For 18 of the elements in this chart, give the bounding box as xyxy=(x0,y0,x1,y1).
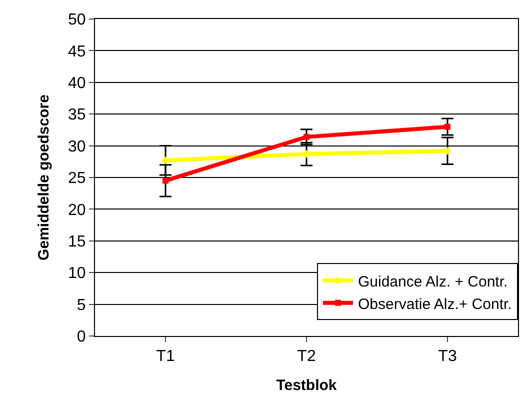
y-tick-label: 35 xyxy=(68,106,86,124)
x-tick-label: T3 xyxy=(438,348,457,366)
y-tick-label: 20 xyxy=(68,202,86,219)
y-tick-label: 45 xyxy=(68,43,86,60)
y-tick-label: 30 xyxy=(68,138,86,156)
y-tick-label: 5 xyxy=(76,296,86,314)
y-tick-label: 15 xyxy=(68,234,86,250)
y-axis-title: Gemiddelde goedscore xyxy=(35,94,52,260)
y-tick-label: 25 xyxy=(68,170,86,188)
y-tick-label: 50 xyxy=(68,12,86,29)
x-tick-label: T2 xyxy=(297,348,316,366)
legend-label: Guidance Alz. + Contr. xyxy=(358,273,508,290)
legend-label: Observatie Alz.+ Contr. xyxy=(358,296,512,313)
x-axis-title: Testblok xyxy=(276,377,338,394)
y-tick-label: 40 xyxy=(68,75,86,92)
y-tick-label: 0 xyxy=(76,328,86,346)
x-tick-label: T1 xyxy=(156,348,175,366)
y-tick-label: 10 xyxy=(68,265,86,282)
